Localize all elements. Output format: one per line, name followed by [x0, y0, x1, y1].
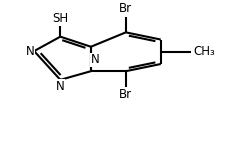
- Text: N: N: [56, 80, 64, 93]
- Text: CH₃: CH₃: [193, 45, 214, 58]
- Text: N: N: [91, 53, 99, 66]
- Text: N: N: [25, 45, 34, 58]
- Text: Br: Br: [119, 2, 132, 15]
- Text: Br: Br: [119, 88, 132, 101]
- Text: SH: SH: [52, 12, 68, 25]
